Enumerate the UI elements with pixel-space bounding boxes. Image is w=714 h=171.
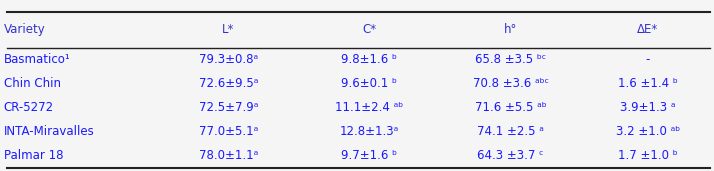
- Text: 3.9±1.3 ᵃ: 3.9±1.3 ᵃ: [620, 101, 675, 114]
- Text: 1.7 ±1.0 ᵇ: 1.7 ±1.0 ᵇ: [618, 149, 678, 162]
- Text: 71.6 ±5.5 ᵃᵇ: 71.6 ±5.5 ᵃᵇ: [475, 101, 546, 114]
- Text: 12.8±1.3ᵃ: 12.8±1.3ᵃ: [340, 125, 399, 138]
- Text: 65.8 ±3.5 ᵇᶜ: 65.8 ±3.5 ᵇᶜ: [475, 53, 546, 66]
- Text: 1.6 ±1.4 ᵇ: 1.6 ±1.4 ᵇ: [618, 77, 678, 90]
- Text: 77.0±5.1ᵃ: 77.0±5.1ᵃ: [199, 125, 258, 138]
- Text: C*: C*: [363, 23, 376, 36]
- Text: 78.0±1.1ᵃ: 78.0±1.1ᵃ: [199, 149, 258, 162]
- Text: 3.2 ±1.0 ᵃᵇ: 3.2 ±1.0 ᵃᵇ: [616, 125, 680, 138]
- Text: 11.1±2.4 ᵃᵇ: 11.1±2.4 ᵃᵇ: [336, 101, 403, 114]
- Text: 70.8 ±3.6 ᵃᵇᶜ: 70.8 ±3.6 ᵃᵇᶜ: [473, 77, 548, 90]
- Text: 72.6±9.5ᵃ: 72.6±9.5ᵃ: [198, 77, 258, 90]
- Text: Variety: Variety: [4, 23, 45, 36]
- Text: INTA-Miravalles: INTA-Miravalles: [4, 125, 94, 138]
- Text: CR-5272: CR-5272: [4, 101, 54, 114]
- Text: 72.5±7.9ᵃ: 72.5±7.9ᵃ: [198, 101, 258, 114]
- Text: 64.3 ±3.7 ᶜ: 64.3 ±3.7 ᶜ: [477, 149, 544, 162]
- Text: 74.1 ±2.5 ᵃ: 74.1 ±2.5 ᵃ: [477, 125, 544, 138]
- Text: 9.7±1.6 ᵇ: 9.7±1.6 ᵇ: [341, 149, 398, 162]
- Text: 9.6±0.1 ᵇ: 9.6±0.1 ᵇ: [341, 77, 398, 90]
- Text: L*: L*: [222, 23, 235, 36]
- Text: Palmar 18: Palmar 18: [4, 149, 63, 162]
- Text: h°: h°: [504, 23, 517, 36]
- Text: Basmatico¹: Basmatico¹: [4, 53, 70, 66]
- Text: Chin Chin: Chin Chin: [4, 77, 61, 90]
- Text: ΔE*: ΔE*: [638, 23, 658, 36]
- Text: 9.8±1.6 ᵇ: 9.8±1.6 ᵇ: [341, 53, 398, 66]
- Text: -: -: [645, 53, 650, 66]
- Text: 79.3±0.8ᵃ: 79.3±0.8ᵃ: [199, 53, 258, 66]
